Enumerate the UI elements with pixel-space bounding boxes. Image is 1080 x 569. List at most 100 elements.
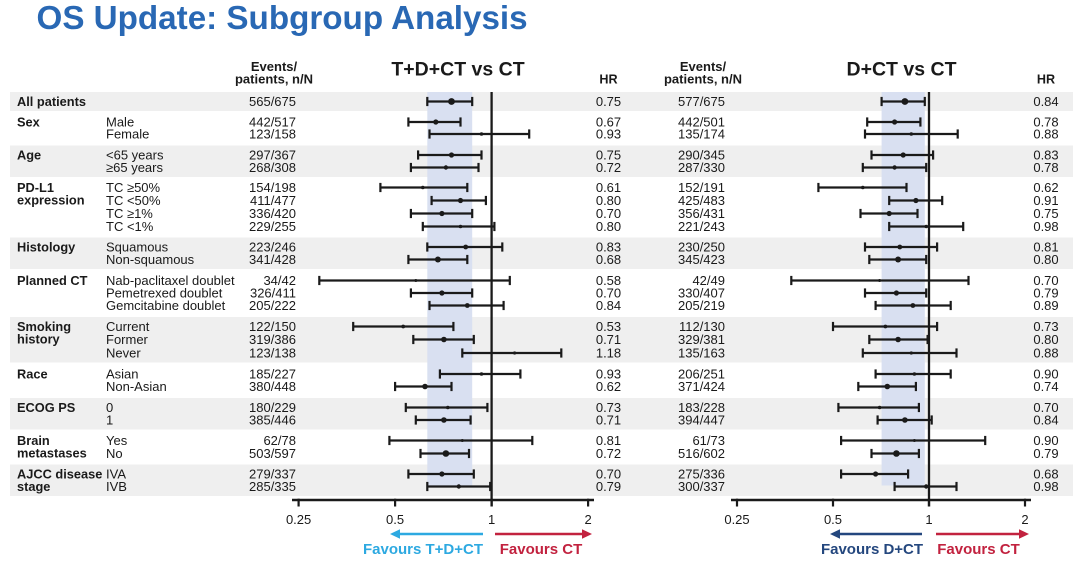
svg-text:HR: HR bbox=[1037, 73, 1055, 87]
svg-text:TC <1%: TC <1% bbox=[106, 219, 154, 234]
svg-text:OS Update: Subgroup Analysis: OS Update: Subgroup Analysis bbox=[37, 0, 528, 37]
svg-text:0.62: 0.62 bbox=[596, 379, 621, 394]
svg-text:185/227: 185/227 bbox=[249, 366, 296, 381]
svg-text:Race: Race bbox=[17, 366, 48, 381]
svg-text:0.88: 0.88 bbox=[1033, 126, 1058, 141]
svg-text:Yes: Yes bbox=[106, 433, 128, 448]
svg-text:0.88: 0.88 bbox=[1033, 345, 1058, 360]
svg-text:319/386: 319/386 bbox=[249, 332, 296, 347]
svg-text:Former: Former bbox=[106, 332, 149, 347]
svg-text:No: No bbox=[106, 446, 123, 461]
svg-text:442/517: 442/517 bbox=[249, 114, 296, 129]
svg-text:0.71: 0.71 bbox=[596, 412, 621, 427]
svg-text:Events/: Events/ bbox=[251, 59, 298, 74]
svg-text:279/337: 279/337 bbox=[249, 466, 296, 481]
svg-text:T+D+CT vs CT: T+D+CT vs CT bbox=[391, 59, 524, 81]
svg-text:0.84: 0.84 bbox=[1033, 94, 1058, 109]
svg-text:Non-squamous: Non-squamous bbox=[106, 252, 195, 267]
svg-text:290/345: 290/345 bbox=[678, 147, 725, 162]
svg-text:Male: Male bbox=[106, 114, 134, 129]
svg-text:0.67: 0.67 bbox=[596, 114, 621, 129]
svg-text:0.81: 0.81 bbox=[1033, 239, 1058, 254]
svg-text:0.80: 0.80 bbox=[596, 219, 621, 234]
svg-text:ECOG PS: ECOG PS bbox=[17, 400, 76, 415]
svg-text:122/150: 122/150 bbox=[249, 319, 296, 334]
svg-text:442/501: 442/501 bbox=[678, 114, 725, 129]
svg-text:180/229: 180/229 bbox=[249, 400, 296, 415]
svg-text:0.68: 0.68 bbox=[596, 252, 621, 267]
svg-text:0.93: 0.93 bbox=[596, 366, 621, 381]
svg-text:0.83: 0.83 bbox=[1033, 147, 1058, 162]
svg-text:TC ≥1%: TC ≥1% bbox=[106, 206, 153, 221]
svg-text:0.70: 0.70 bbox=[1033, 400, 1058, 415]
svg-text:135/163: 135/163 bbox=[678, 345, 725, 360]
svg-text:≥65 years: ≥65 years bbox=[106, 160, 163, 175]
svg-text:371/424: 371/424 bbox=[678, 379, 725, 394]
svg-text:Favours D+CT: Favours D+CT bbox=[821, 541, 923, 558]
svg-text:Smoking: Smoking bbox=[17, 319, 71, 334]
svg-text:229/255: 229/255 bbox=[249, 219, 296, 234]
svg-text:330/407: 330/407 bbox=[678, 285, 725, 300]
svg-text:Events/: Events/ bbox=[680, 59, 727, 74]
svg-text:0.75: 0.75 bbox=[596, 147, 621, 162]
svg-text:Gemcitabine doublet: Gemcitabine doublet bbox=[106, 298, 226, 313]
svg-text:All patients: All patients bbox=[17, 94, 86, 109]
svg-text:0.84: 0.84 bbox=[596, 298, 621, 313]
svg-text:0.25: 0.25 bbox=[286, 512, 311, 527]
svg-text:0.91: 0.91 bbox=[1033, 193, 1058, 208]
svg-text:0.75: 0.75 bbox=[596, 94, 621, 109]
svg-text:0.78: 0.78 bbox=[1033, 160, 1058, 175]
svg-text:329/381: 329/381 bbox=[678, 332, 725, 347]
svg-text:0.73: 0.73 bbox=[1033, 319, 1058, 334]
svg-text:0.83: 0.83 bbox=[596, 239, 621, 254]
svg-text:205/222: 205/222 bbox=[249, 298, 296, 313]
svg-text:503/597: 503/597 bbox=[249, 446, 296, 461]
svg-text:0.80: 0.80 bbox=[596, 193, 621, 208]
svg-text:expression: expression bbox=[17, 193, 85, 208]
svg-text:206/251: 206/251 bbox=[678, 366, 725, 381]
svg-text:268/308: 268/308 bbox=[249, 160, 296, 175]
svg-text:0.72: 0.72 bbox=[596, 160, 621, 175]
svg-text:Nab-paclitaxel doublet: Nab-paclitaxel doublet bbox=[106, 273, 235, 288]
svg-text:0.75: 0.75 bbox=[1033, 206, 1058, 221]
svg-text:34/42: 34/42 bbox=[263, 273, 296, 288]
svg-text:0.80: 0.80 bbox=[1033, 252, 1058, 267]
svg-text:0.98: 0.98 bbox=[1033, 219, 1058, 234]
svg-text:341/428: 341/428 bbox=[249, 252, 296, 267]
svg-text:patients, n/N: patients, n/N bbox=[664, 72, 742, 87]
svg-text:223/246: 223/246 bbox=[249, 239, 296, 254]
svg-text:0.70: 0.70 bbox=[1033, 273, 1058, 288]
svg-text:135/174: 135/174 bbox=[678, 126, 725, 141]
svg-text:287/330: 287/330 bbox=[678, 160, 725, 175]
svg-text:0.61: 0.61 bbox=[596, 180, 621, 195]
svg-text:183/228: 183/228 bbox=[678, 400, 725, 415]
svg-text:0.84: 0.84 bbox=[1033, 412, 1058, 427]
svg-text:Brain: Brain bbox=[17, 433, 50, 448]
svg-text:221/243: 221/243 bbox=[678, 219, 725, 234]
svg-text:TC <50%: TC <50% bbox=[106, 193, 161, 208]
svg-text:516/602: 516/602 bbox=[678, 446, 725, 461]
svg-text:TC ≥50%: TC ≥50% bbox=[106, 180, 161, 195]
svg-text:0.78: 0.78 bbox=[1033, 114, 1058, 129]
svg-text:Non-Asian: Non-Asian bbox=[106, 379, 167, 394]
svg-text:IVB: IVB bbox=[106, 479, 127, 494]
svg-text:0.89: 0.89 bbox=[1033, 298, 1058, 313]
svg-text:61/73: 61/73 bbox=[692, 433, 725, 448]
svg-text:0.5: 0.5 bbox=[824, 512, 842, 527]
svg-text:152/191: 152/191 bbox=[678, 180, 725, 195]
svg-text:Female: Female bbox=[106, 126, 149, 141]
svg-text:1: 1 bbox=[106, 412, 113, 427]
svg-text:HR: HR bbox=[599, 73, 617, 87]
svg-text:300/337: 300/337 bbox=[678, 479, 725, 494]
svg-text:0.73: 0.73 bbox=[596, 400, 621, 415]
svg-text:411/477: 411/477 bbox=[250, 193, 296, 208]
svg-text:0.81: 0.81 bbox=[596, 433, 621, 448]
svg-text:Favours CT: Favours CT bbox=[937, 541, 1020, 558]
svg-text:42/49: 42/49 bbox=[692, 273, 725, 288]
svg-text:patients, n/N: patients, n/N bbox=[235, 72, 313, 87]
svg-text:Squamous: Squamous bbox=[106, 239, 169, 254]
svg-text:0.79: 0.79 bbox=[1033, 446, 1058, 461]
svg-text:0.53: 0.53 bbox=[596, 319, 621, 334]
svg-text:Planned CT: Planned CT bbox=[17, 273, 88, 288]
svg-text:0.98: 0.98 bbox=[1033, 479, 1058, 494]
